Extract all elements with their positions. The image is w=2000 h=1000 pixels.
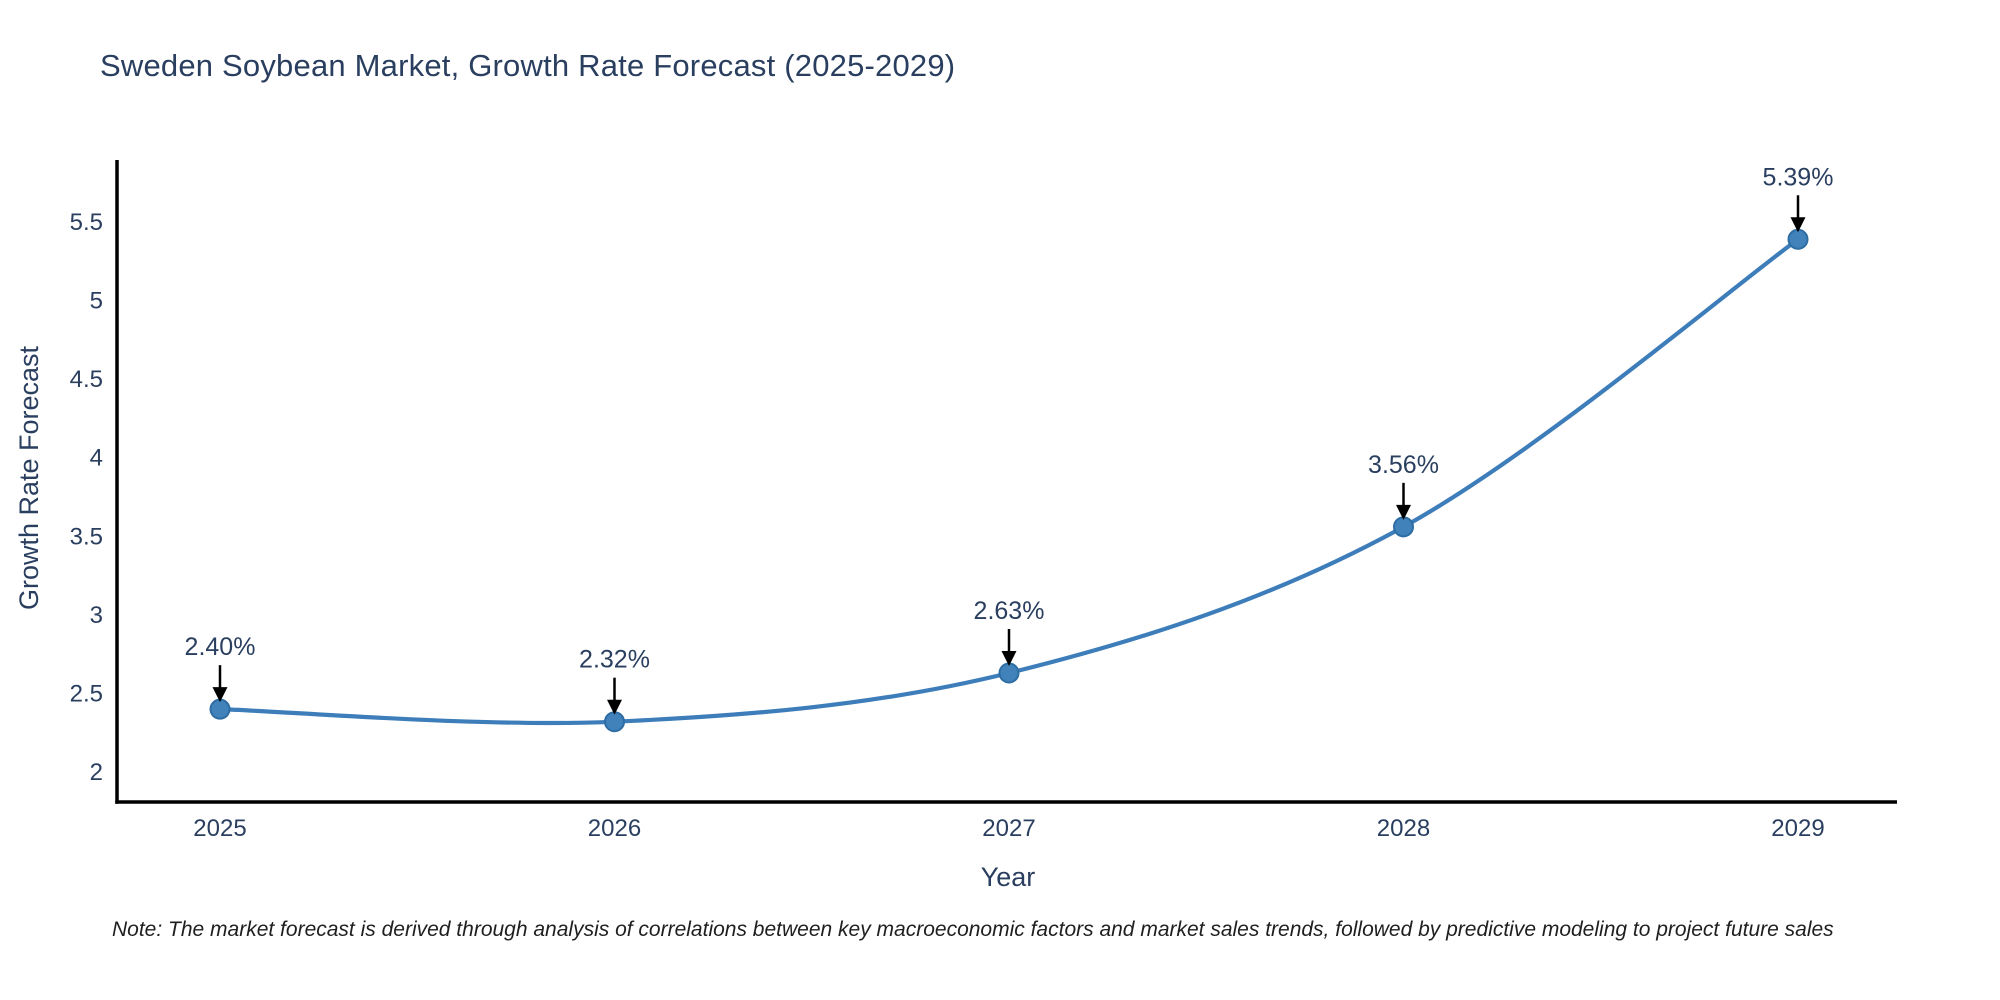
data-point-label: 2.63% xyxy=(974,597,1045,625)
y-tick-label: 3.5 xyxy=(70,523,103,550)
annotation-arrowhead-icon xyxy=(1396,504,1411,520)
data-point-label: 2.32% xyxy=(579,646,650,674)
y-tick-label: 5.5 xyxy=(70,209,103,236)
x-tick-label: 2027 xyxy=(982,815,1035,842)
data-point-marker[interactable] xyxy=(209,698,231,720)
data-point-marker[interactable] xyxy=(998,662,1020,684)
y-tick-label: 2 xyxy=(90,759,103,786)
annotation-arrowhead-icon xyxy=(1790,217,1806,233)
annotation-arrowhead-icon xyxy=(212,687,228,703)
footnote: Note: The market forecast is derived thr… xyxy=(112,918,1834,941)
x-axis-title: Year xyxy=(981,862,1036,892)
y-tick-label: 3 xyxy=(90,602,103,629)
y-tick-label: 2.5 xyxy=(70,680,103,707)
annotation-arrowhead-icon xyxy=(607,699,622,715)
data-point-label: 5.39% xyxy=(1763,163,1834,191)
y-tick-label: 4.5 xyxy=(70,366,103,393)
plot-area: 2 2.5 3 3.5 4 4.5 5 5.5 2025 2026 2027 2028 2029 2.40… xyxy=(70,160,1897,842)
y-tick-label: 5 xyxy=(90,288,103,315)
chart-title: Sweden Soybean Market, Growth Rate Forec… xyxy=(100,48,956,83)
trend-line xyxy=(217,237,1801,726)
x-tick-label: 2025 xyxy=(193,815,246,842)
x-tick-label: 2028 xyxy=(1377,815,1430,842)
x-tick-label: 2026 xyxy=(588,815,641,842)
data-point-marker[interactable] xyxy=(1787,228,1809,250)
data-point-marker[interactable] xyxy=(1393,516,1414,538)
data-point-label: 3.56% xyxy=(1368,451,1439,479)
y-axis-title: Growth Rate Forecast xyxy=(14,345,44,610)
x-tick-label: 2029 xyxy=(1771,815,1824,842)
y-tick-label: 4 xyxy=(90,445,103,472)
data-point-marker[interactable] xyxy=(604,711,625,733)
data-point-label: 2.40% xyxy=(185,633,256,661)
annotation-arrowhead-icon xyxy=(1001,650,1017,666)
